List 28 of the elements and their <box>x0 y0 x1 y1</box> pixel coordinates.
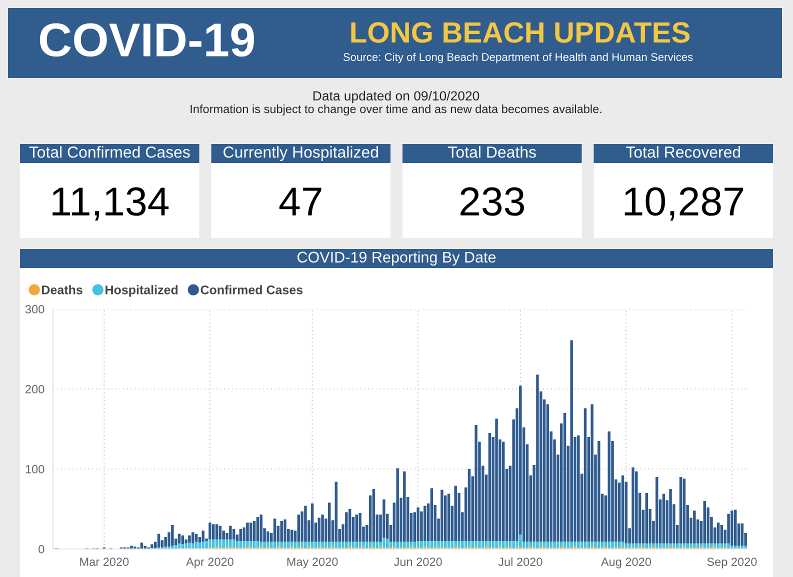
x-tick-label: Apr 2020 <box>186 558 234 568</box>
text: Data updated on 09/10/2020 <box>313 90 480 104</box>
x-tick-label: Mar 2020 <box>80 558 129 566</box>
text: 233 <box>460 187 524 216</box>
text: LONG BEACH UPDATES <box>351 22 690 43</box>
y-tick-label: 100 <box>26 465 44 474</box>
category-label: Total Deaths <box>448 146 536 158</box>
x-tick-label: May 2020 <box>287 558 338 568</box>
x-tick-label: Jul 2020 <box>498 557 542 566</box>
legend-label: Hospitalized <box>106 285 178 297</box>
category-label: Currently Hospitalized <box>224 146 378 161</box>
x-tick-label: Jun 2020 <box>394 558 442 566</box>
y-tick-label: 300 <box>25 305 44 314</box>
text: 11,134 <box>52 187 169 221</box>
text: COVID-19 <box>40 23 254 57</box>
legend-label: Deaths <box>42 285 82 294</box>
category-label: Total Recovered <box>626 146 740 158</box>
x-tick-label: Sep 2020 <box>707 558 757 568</box>
text: 47 <box>279 188 322 216</box>
text: 10,287 <box>624 187 743 221</box>
category-label: Total Confirmed Cases <box>29 146 190 158</box>
y-tick-label: 0 <box>38 545 44 554</box>
legend-label: Confirmed Cases <box>200 285 303 294</box>
text: Information is subject to change over time and as new data becomes available. <box>190 104 602 116</box>
source-note: Source: City of Long Beach Department of Health and Human Services <box>343 52 693 64</box>
x-tick-label: Aug 2020 <box>600 558 651 568</box>
chart-title: COVID-19 Reporting By Date <box>298 251 496 266</box>
y-tick-label: 200 <box>26 385 44 394</box>
